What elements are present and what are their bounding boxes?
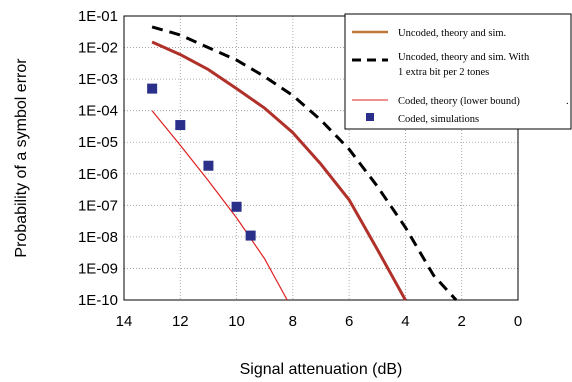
series-line-0 [151, 40, 407, 301]
y-tick-label: 1E-06 [78, 166, 118, 183]
x-tick-label: 0 [514, 313, 522, 330]
legend: Uncoded, theory and sim. Uncoded, theory… [344, 13, 572, 130]
legend-label-coded-sim: Coded, simulations [398, 114, 479, 125]
x-tick-label: 10 [228, 313, 245, 330]
legend-label-uncoded-extra-bit-line2: 1 extra bit per 2 tones [398, 67, 489, 78]
data-point-coded-sim [231, 201, 242, 212]
series-layer [147, 25, 458, 302]
data-point-coded-sim [147, 83, 158, 94]
x-tick-label: 6 [345, 313, 353, 330]
legend-label-uncoded-extra-bit: Uncoded, theory and sim. With [398, 52, 530, 63]
y-tick-label: 1E-08 [78, 229, 118, 246]
x-tick-label: 12 [172, 313, 189, 330]
legend-label-uncoded: Uncoded, theory and sim. [398, 28, 506, 39]
x-tick-label: 8 [289, 313, 297, 330]
data-point-coded-sim [245, 230, 256, 241]
y-tick-label: 1E-01 [78, 8, 118, 25]
x-tick-label: 2 [458, 313, 466, 330]
y-tick-label: 1E-04 [78, 103, 118, 120]
y-tick-labels: 1E-01 1E-02 1E-03 1E-04 1E-05 1E-06 1E-07 1E-08… [78, 8, 118, 309]
legend-swatch-coded-sim [366, 113, 374, 121]
data-point-coded-sim [175, 120, 186, 131]
legend-label-coded-theory: Coded, theory (lower bound) [398, 96, 520, 107]
x-axis-label: Signal attenuation (dB) [240, 361, 403, 378]
series-line-1 [151, 25, 458, 302]
x-tick-labels: 14 12 10 8 6 4 2 0 [116, 313, 523, 330]
legend-trailing-dot: . [566, 96, 569, 107]
x-tick-label: 14 [116, 313, 133, 330]
y-tick-label: 1E-09 [78, 260, 118, 277]
y-tick-label: 1E-10 [78, 292, 118, 309]
x-tick-label: 4 [401, 313, 409, 330]
y-tick-label: 1E-02 [78, 40, 118, 57]
legend-box [344, 13, 572, 130]
y-tick-label: 1E-05 [78, 134, 118, 151]
y-tick-label: 1E-03 [78, 71, 118, 88]
y-tick-label: 1E-07 [78, 197, 118, 214]
plot-frame [123, 15, 519, 301]
data-point-coded-sim [203, 160, 214, 171]
series-line-2 [151, 110, 288, 301]
grid-lines [124, 16, 518, 300]
y-axis-label: Probability of a symbol error [13, 58, 30, 258]
